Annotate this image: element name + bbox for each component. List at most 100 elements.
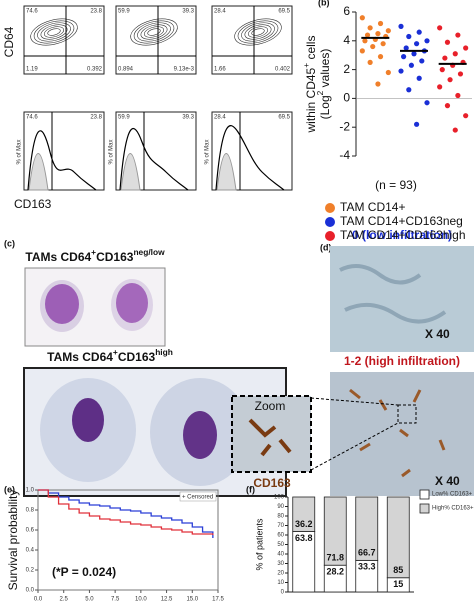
- data-point: [403, 45, 409, 51]
- x-tick-label: 0.0: [34, 597, 43, 603]
- legend-swatch: [325, 231, 335, 241]
- legend-label: High% CD163+: [432, 506, 474, 512]
- data-point: [416, 75, 422, 81]
- contour: [237, 20, 279, 44]
- data-point: [455, 92, 461, 99]
- y-tick-label: 0.2: [26, 568, 35, 574]
- data-point: [442, 55, 448, 61]
- panel-label: (e): [4, 484, 15, 494]
- data-point: [406, 33, 412, 40]
- stained-cells: [248, 418, 292, 457]
- y-axis-label: (Log2 values): [315, 49, 332, 120]
- y-axis-label: % of Max: [205, 139, 211, 164]
- y-tick-label: 60: [277, 533, 284, 539]
- data-point: [370, 43, 376, 50]
- plot-frame: [211, 5, 293, 75]
- data-point: [411, 51, 417, 57]
- data-point: [455, 32, 461, 38]
- contour: [234, 18, 282, 46]
- quadrant-value: 59.9: [118, 9, 130, 15]
- contour: [251, 28, 265, 36]
- image-title: 1-2 (high infiltration): [344, 354, 460, 368]
- image-title: TAMs CD64+CD163high: [47, 347, 173, 364]
- value-label: 36.2: [295, 519, 313, 529]
- y-axis-label: CD64: [2, 26, 16, 57]
- quadrant-value: 23.8: [90, 9, 102, 15]
- contour: [241, 22, 275, 42]
- contour: [137, 22, 171, 42]
- y-tick-label: 0.4: [26, 548, 35, 554]
- isotype-histogram: [120, 153, 141, 191]
- x-tick-label: 10.0: [135, 597, 147, 603]
- value-label: 63.8: [295, 533, 313, 543]
- data-point: [364, 32, 371, 38]
- quadrant-value: 69.5: [278, 9, 290, 15]
- x-tick-label: 17.5: [212, 597, 224, 603]
- superscript: +: [91, 247, 96, 257]
- gate-value: 74.6: [26, 115, 38, 121]
- legend-swatch: [325, 203, 335, 213]
- x-tick-label: 5.0: [85, 597, 94, 603]
- contour: [140, 24, 168, 40]
- data-point: [377, 20, 384, 27]
- superscript: +: [301, 63, 311, 68]
- superscript: +: [113, 347, 118, 357]
- y-tick-label: 50: [277, 542, 284, 548]
- contour: [33, 20, 75, 44]
- data-point: [398, 23, 404, 29]
- histogram: [119, 127, 189, 191]
- value-label: 28.2: [326, 567, 344, 577]
- histogram: [215, 125, 285, 191]
- survival-curve: [38, 489, 214, 535]
- quadrant-value: 0.894: [118, 67, 134, 73]
- panel-label: (f): [246, 484, 255, 494]
- y-tick-label: 0.0: [26, 588, 35, 594]
- y-axis-label: % of Max: [17, 139, 23, 164]
- data-point: [444, 103, 451, 109]
- contour: [143, 26, 165, 38]
- data-point: [414, 41, 420, 47]
- panel-d: (d) 0 (low infiltration) X 40 1-2 (high …: [231, 228, 474, 496]
- annotation: (*P = 0.024): [52, 565, 116, 579]
- text-part: CD163: [118, 350, 156, 364]
- image-title: 0 (low infiltration): [352, 228, 452, 242]
- data-point: [367, 59, 373, 65]
- gate-value: 69.5: [278, 115, 290, 121]
- y-axis-label: % of patients: [254, 518, 264, 571]
- x-tick-label: 2.5: [60, 597, 69, 603]
- y-tick-label: 80: [277, 514, 284, 520]
- legend-label: TAM CD14+: [340, 200, 405, 214]
- y-tick-label: 20: [277, 571, 284, 577]
- y-tick-label: 90: [277, 504, 284, 510]
- legend-swatch: [325, 217, 335, 227]
- data-point: [408, 62, 414, 68]
- data-point: [463, 113, 469, 119]
- bar-segment: [355, 496, 379, 561]
- contour: [247, 26, 269, 38]
- value-label: 71.8: [326, 553, 344, 563]
- y-tick-label: 100: [274, 495, 285, 501]
- quadrant-value: 1.66: [214, 67, 226, 73]
- quadrant-value: 9.13e-3: [174, 67, 195, 73]
- data-point: [419, 58, 425, 64]
- data-point: [414, 121, 420, 127]
- y-tick-label: 0: [343, 91, 350, 105]
- y-tick-label: 40: [277, 552, 284, 558]
- contour: [130, 18, 178, 46]
- gate-value: 23.8: [90, 115, 102, 121]
- text-part: values): [318, 49, 332, 91]
- histogram: [27, 130, 97, 191]
- quadrant-value: 0.392: [87, 67, 103, 73]
- panel-label: (c): [4, 238, 15, 248]
- data-point: [377, 54, 384, 60]
- stained-cells: [349, 388, 446, 478]
- x-tick-label: 7.5: [111, 597, 120, 603]
- y-tick-label: 2: [343, 62, 350, 76]
- image-title: TAMs CD64+CD163neg/low: [25, 247, 165, 264]
- text-part: TAMs CD64: [47, 350, 113, 364]
- x-axis-label: CD163: [14, 197, 52, 211]
- nucleus: [116, 283, 148, 323]
- magnification: X 40: [435, 474, 460, 488]
